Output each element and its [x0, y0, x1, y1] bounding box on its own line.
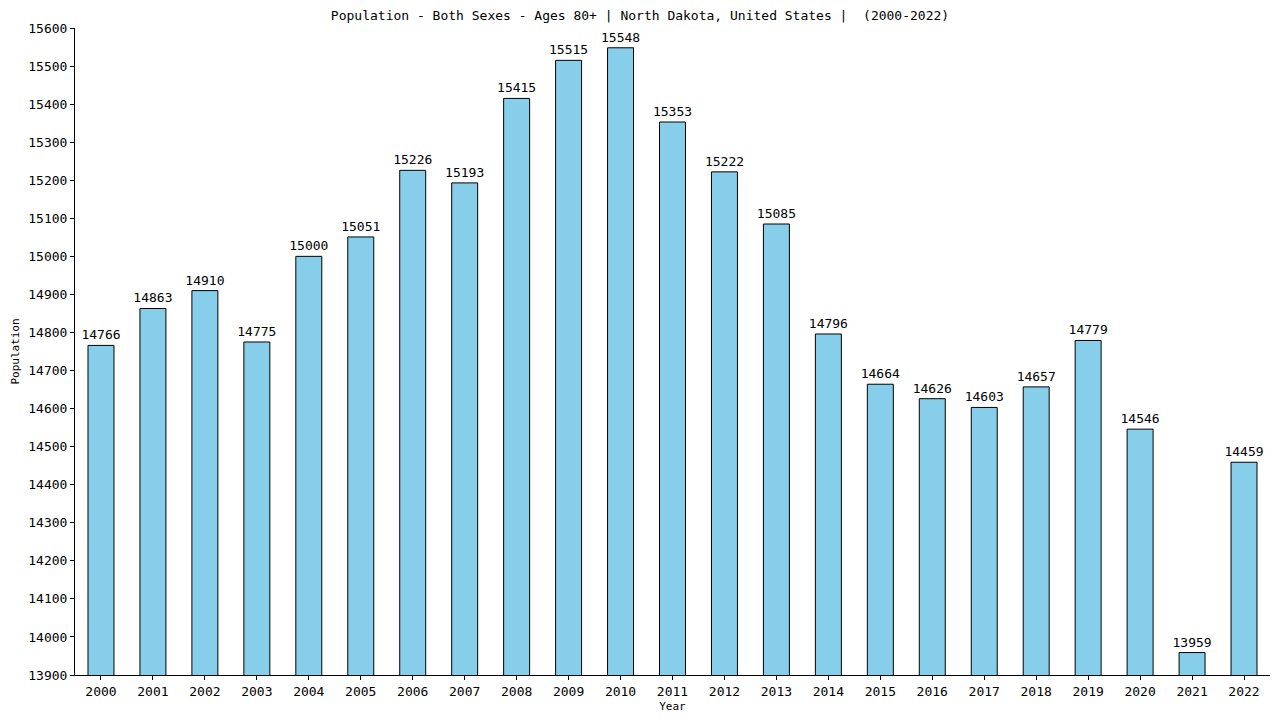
svg-text:14766: 14766	[81, 327, 120, 342]
svg-text:15400: 15400	[28, 97, 67, 112]
svg-text:15000: 15000	[28, 249, 67, 264]
svg-text:14100: 14100	[28, 591, 67, 606]
svg-text:15353: 15353	[653, 104, 692, 119]
svg-text:15600: 15600	[28, 21, 67, 36]
svg-text:2020: 2020	[1124, 684, 1155, 699]
svg-text:14700: 14700	[28, 363, 67, 378]
svg-text:2005: 2005	[345, 684, 376, 699]
svg-text:14775: 14775	[237, 324, 276, 339]
svg-text:14000: 14000	[28, 629, 67, 644]
svg-text:13959: 13959	[1172, 635, 1211, 650]
svg-text:2000: 2000	[85, 684, 116, 699]
svg-text:2004: 2004	[293, 684, 324, 699]
svg-text:2001: 2001	[137, 684, 168, 699]
svg-text:14603: 14603	[965, 389, 1004, 404]
svg-text:2011: 2011	[657, 684, 688, 699]
svg-text:15085: 15085	[757, 206, 796, 221]
svg-text:2002: 2002	[189, 684, 220, 699]
svg-text:14796: 14796	[809, 316, 848, 331]
svg-text:2009: 2009	[553, 684, 584, 699]
svg-text:14600: 14600	[28, 401, 67, 416]
svg-text:Year: Year	[659, 700, 686, 713]
svg-text:15100: 15100	[28, 211, 67, 226]
svg-text:14863: 14863	[133, 290, 172, 305]
svg-text:15200: 15200	[28, 173, 67, 188]
svg-text:2021: 2021	[1176, 684, 1207, 699]
svg-text:14400: 14400	[28, 477, 67, 492]
svg-text:2006: 2006	[397, 684, 428, 699]
svg-text:14626: 14626	[913, 381, 952, 396]
svg-text:2017: 2017	[969, 684, 1000, 699]
svg-text:Population: Population	[9, 318, 22, 384]
svg-text:14546: 14546	[1121, 411, 1160, 426]
svg-text:2022: 2022	[1228, 684, 1259, 699]
svg-text:2016: 2016	[917, 684, 948, 699]
svg-text:Population - Both Sexes - Ages: Population - Both Sexes - Ages 80+ | Nor…	[331, 8, 949, 23]
svg-text:2003: 2003	[241, 684, 272, 699]
svg-text:15000: 15000	[289, 238, 328, 253]
svg-text:15500: 15500	[28, 59, 67, 74]
svg-text:14200: 14200	[28, 553, 67, 568]
svg-text:15300: 15300	[28, 135, 67, 150]
svg-text:14900: 14900	[28, 287, 67, 302]
svg-text:14657: 14657	[1017, 369, 1056, 384]
svg-text:13900: 13900	[28, 668, 67, 683]
svg-text:2007: 2007	[449, 684, 480, 699]
svg-text:14779: 14779	[1069, 322, 1108, 337]
svg-text:15415: 15415	[497, 80, 536, 95]
svg-text:14459: 14459	[1224, 444, 1263, 459]
svg-text:2010: 2010	[605, 684, 636, 699]
svg-text:15548: 15548	[601, 30, 640, 45]
svg-text:15226: 15226	[393, 152, 432, 167]
svg-text:2013: 2013	[761, 684, 792, 699]
svg-text:14800: 14800	[28, 325, 67, 340]
svg-text:14300: 14300	[28, 515, 67, 530]
svg-text:2015: 2015	[865, 684, 896, 699]
svg-text:14664: 14664	[861, 366, 900, 381]
svg-text:2018: 2018	[1021, 684, 1052, 699]
svg-text:15193: 15193	[445, 165, 484, 180]
svg-text:15222: 15222	[705, 154, 744, 169]
svg-text:2012: 2012	[709, 684, 740, 699]
svg-text:2014: 2014	[813, 684, 844, 699]
svg-text:14500: 14500	[28, 439, 67, 454]
svg-text:14910: 14910	[185, 273, 224, 288]
svg-text:15051: 15051	[341, 219, 380, 234]
svg-text:2019: 2019	[1072, 684, 1103, 699]
svg-text:2008: 2008	[501, 684, 532, 699]
svg-text:15515: 15515	[549, 42, 588, 57]
